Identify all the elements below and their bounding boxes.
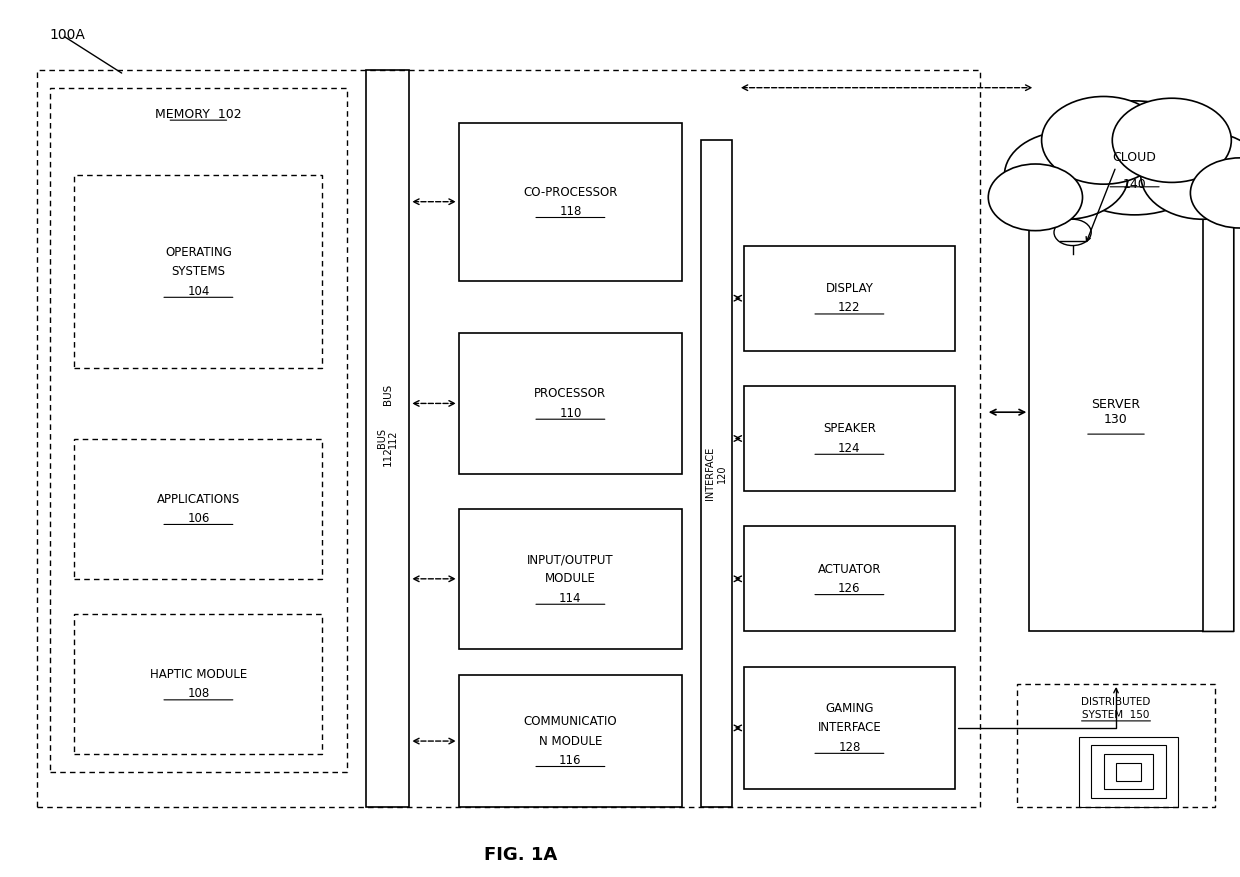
Text: HAPTIC MODULE: HAPTIC MODULE [150, 668, 247, 681]
Text: GAMING: GAMING [825, 702, 874, 715]
Bar [459, 333, 682, 474]
Bar [744, 386, 955, 491]
Bar [1079, 737, 1178, 807]
Bar [1116, 763, 1141, 781]
Text: 124: 124 [838, 442, 861, 454]
Text: BUS
112: BUS 112 [377, 429, 398, 448]
Text: ACTUATOR: ACTUATOR [817, 563, 882, 575]
Text: 140: 140 [1122, 178, 1147, 190]
Text: 122: 122 [838, 302, 861, 314]
Circle shape [1054, 101, 1215, 215]
Text: FIG. 1A: FIG. 1A [484, 846, 558, 864]
Text: CLOUD: CLOUD [1112, 152, 1157, 164]
Text: APPLICATIONS: APPLICATIONS [156, 493, 241, 505]
Text: 118: 118 [559, 205, 582, 217]
Text: BUS: BUS [382, 384, 393, 405]
Text: PROCESSOR: PROCESSOR [534, 388, 606, 400]
Circle shape [988, 164, 1083, 231]
Text: INTERFACE: INTERFACE [817, 722, 882, 734]
Bar [74, 614, 322, 754]
Text: MODULE: MODULE [544, 573, 596, 585]
Bar [459, 675, 682, 807]
Text: 112: 112 [382, 446, 393, 466]
Circle shape [1190, 158, 1240, 228]
Text: 100A: 100A [50, 28, 86, 42]
Text: 104: 104 [187, 285, 210, 297]
Bar [1029, 193, 1203, 631]
Bar [744, 526, 955, 631]
Circle shape [1042, 96, 1166, 184]
Circle shape [1112, 98, 1231, 182]
Bar [37, 70, 980, 807]
Bar [459, 509, 682, 649]
Text: N MODULE: N MODULE [538, 735, 603, 747]
Bar [50, 88, 347, 772]
Bar [1104, 754, 1153, 789]
Text: OPERATING: OPERATING [165, 246, 232, 259]
Bar [744, 246, 955, 351]
Circle shape [1004, 132, 1128, 219]
Text: MEMORY  102: MEMORY 102 [155, 108, 242, 120]
Circle shape [1141, 132, 1240, 219]
Text: INTERFACE
120: INTERFACE 120 [706, 447, 727, 500]
Bar [366, 70, 409, 807]
Text: DISTRIBUTED: DISTRIBUTED [1081, 696, 1151, 707]
Text: COMMUNICATIO: COMMUNICATIO [523, 716, 618, 728]
Text: 114: 114 [559, 592, 582, 604]
Text: 128: 128 [838, 741, 861, 753]
Bar [701, 140, 732, 807]
Text: 110: 110 [559, 407, 582, 419]
Bar [74, 438, 322, 579]
Text: DISPLAY: DISPLAY [826, 282, 873, 295]
Bar [459, 123, 682, 281]
Text: SYSTEMS: SYSTEMS [171, 266, 226, 278]
Bar [1091, 745, 1166, 798]
Text: 106: 106 [187, 512, 210, 524]
Text: 126: 126 [838, 582, 861, 595]
Text: SERVER
130: SERVER 130 [1091, 398, 1141, 426]
Text: SYSTEM  150: SYSTEM 150 [1083, 709, 1149, 720]
Text: 108: 108 [187, 688, 210, 700]
Bar [744, 667, 955, 789]
Bar [1017, 684, 1215, 807]
Bar [74, 175, 322, 368]
Text: CO-PROCESSOR: CO-PROCESSOR [523, 186, 618, 198]
Text: 116: 116 [559, 754, 582, 766]
Text: SPEAKER: SPEAKER [823, 423, 875, 435]
Text: INPUT/OUTPUT: INPUT/OUTPUT [527, 553, 614, 566]
